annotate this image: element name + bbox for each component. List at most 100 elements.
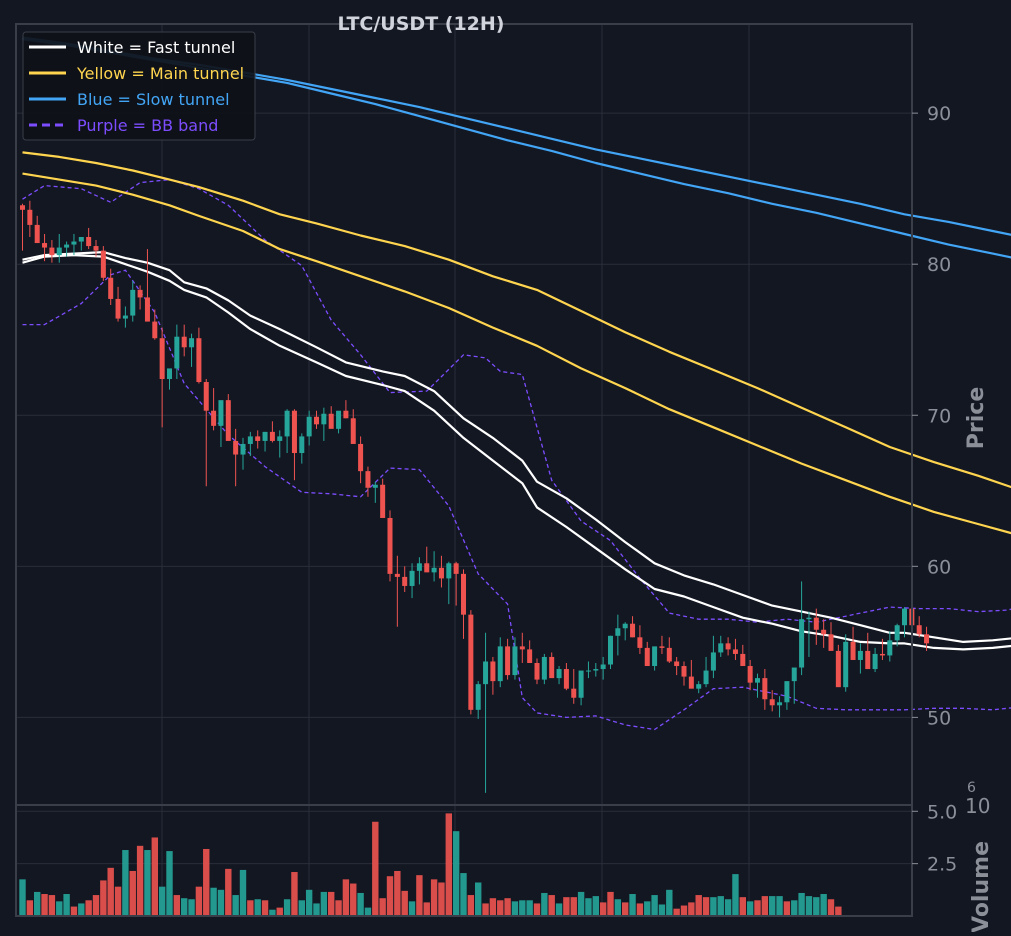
candle-body: [35, 225, 40, 243]
candle-body: [365, 471, 370, 488]
volume-bar: [166, 851, 172, 916]
volume-bar: [820, 894, 826, 916]
candle-body: [299, 436, 304, 453]
volume-bar: [791, 900, 797, 916]
volume-bar: [644, 901, 650, 916]
volume-bar: [835, 907, 841, 916]
candle-body: [505, 646, 510, 675]
candle-body: [696, 684, 701, 689]
price-tick-label: 90: [927, 103, 951, 125]
volume-bar: [431, 879, 437, 916]
legend-label: Blue = Slow tunnel: [77, 90, 230, 109]
candle-body: [593, 669, 598, 671]
volume-bar: [438, 882, 444, 916]
candle-body: [395, 574, 400, 577]
candle-body: [57, 248, 62, 256]
volume-bar: [144, 850, 150, 916]
volume-bar: [188, 899, 194, 916]
candle-body: [586, 671, 591, 672]
candle-body: [432, 568, 437, 573]
candle-body: [138, 290, 143, 298]
volume-bar: [740, 897, 746, 916]
volume-bar: [696, 895, 702, 916]
volume-bar: [240, 870, 246, 916]
candle-body: [520, 646, 525, 649]
volume-bar: [703, 897, 709, 916]
volume-bar: [100, 880, 106, 916]
legend-label: Purple = BB band: [77, 116, 218, 135]
volume-bar: [549, 895, 555, 916]
candle-body: [152, 322, 157, 339]
candle-body: [601, 665, 606, 670]
candle-body: [270, 432, 275, 441]
volume-bar: [41, 894, 47, 916]
volume-bar: [607, 892, 613, 916]
price-tick-label: 60: [927, 556, 951, 578]
volume-bar: [453, 831, 459, 916]
candle-body: [410, 571, 415, 586]
candle-body: [733, 649, 738, 654]
candle-body: [564, 669, 569, 689]
candle-body: [329, 414, 334, 429]
candle-body: [887, 640, 892, 655]
volume-bar: [526, 900, 532, 916]
candle-body: [667, 648, 672, 662]
volume-bar: [512, 901, 518, 916]
candle-body: [277, 436, 282, 441]
volume-bar: [460, 873, 466, 916]
candle-body: [241, 444, 246, 455]
volume-bar: [387, 876, 393, 916]
candle-body: [711, 652, 716, 670]
volume-tick-label: 2.5: [927, 854, 957, 876]
volume-bar: [482, 903, 488, 916]
candle-body: [263, 432, 268, 441]
volume-bar: [277, 908, 283, 916]
candle-body: [101, 251, 106, 278]
volume-bar: [19, 879, 25, 916]
volume-bar: [299, 900, 305, 916]
candle-body: [49, 248, 54, 256]
candle-body: [637, 637, 642, 648]
volume-bar: [203, 849, 209, 916]
volume-bar: [798, 893, 804, 916]
candle-body: [351, 418, 356, 444]
candle-body: [865, 651, 870, 669]
candle-body: [116, 299, 121, 319]
candle-body: [167, 368, 172, 379]
volume-bar: [335, 900, 341, 916]
candle-body: [20, 205, 25, 210]
candle-body: [821, 630, 826, 635]
candle-body: [542, 657, 547, 680]
volume-bar: [519, 900, 525, 916]
candle-body: [468, 615, 473, 710]
volume-bar: [379, 898, 385, 916]
volume-bar: [424, 902, 430, 916]
candle-body: [321, 414, 326, 425]
candle-body: [645, 648, 650, 666]
volume-bar: [34, 892, 40, 916]
volume-bar: [659, 904, 665, 916]
volume-bar: [262, 900, 268, 916]
candle-body: [689, 677, 694, 689]
volume-bar: [402, 891, 408, 916]
candle-body: [659, 646, 664, 648]
volume-bar: [174, 895, 180, 916]
volume-bar: [828, 899, 834, 916]
volume-bar: [255, 899, 261, 916]
candle-body: [388, 518, 393, 574]
volume-bar: [328, 892, 334, 916]
candle-body: [336, 411, 341, 429]
volume-bar: [673, 909, 679, 916]
candle-body: [255, 436, 260, 441]
candle-body: [94, 246, 99, 251]
candle-body: [858, 651, 863, 660]
volume-bar: [152, 837, 158, 916]
volume-axis-label: Volume: [969, 841, 994, 932]
candle-body: [608, 636, 613, 665]
candle-body: [285, 411, 290, 437]
volume-bar: [27, 900, 33, 916]
candle-body: [557, 669, 562, 678]
candle-body: [755, 678, 760, 683]
volume-bar: [571, 897, 577, 916]
